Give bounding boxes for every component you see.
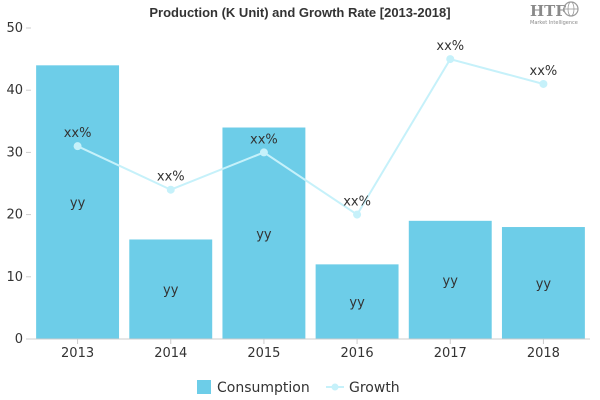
- growth-point-2014: [166, 185, 175, 194]
- line-series: xx% xx% xx% xx% xx% xx%: [64, 39, 558, 219]
- x-axis: 2013 2014 2015 2016 2017 2018: [31, 338, 590, 361]
- y-tick-label: 30: [6, 145, 23, 160]
- y-tick-label: 10: [6, 270, 23, 285]
- x-tick-label: 2015: [247, 346, 280, 361]
- growth-line: [77, 57, 544, 217]
- x-tick-label: 2013: [61, 346, 94, 361]
- y-tick-label: 20: [6, 208, 23, 223]
- x-tick-label: 2016: [341, 346, 374, 361]
- growth-point-2017: [446, 55, 455, 64]
- y-axis: 0 10 20 30 40 50: [6, 21, 31, 347]
- bar-data-label: yy: [256, 227, 272, 242]
- logo-text: HTF: [530, 2, 566, 20]
- bar-2014: [129, 239, 213, 339]
- y-tick-label: 50: [6, 21, 23, 36]
- growth-data-label: xx%: [530, 64, 558, 79]
- legend-swatch-consumption: [197, 380, 211, 394]
- legend: Consumption Growth: [197, 380, 400, 396]
- bar-data-label: yy: [536, 277, 552, 292]
- bar-2018: [501, 227, 585, 339]
- growth-point-2015: [259, 148, 268, 157]
- chart-title: Production (K Unit) and Growth Rate [201…: [149, 5, 450, 20]
- globe-icon: [563, 1, 579, 17]
- growth-data-label: xx%: [250, 132, 278, 147]
- growth-data-label: xx%: [436, 39, 464, 54]
- bar-2017: [408, 220, 492, 339]
- bar-data-label: yy: [443, 274, 459, 289]
- legend-label-growth: Growth: [349, 380, 400, 396]
- bar-series: yy yy yy yy yy yy: [36, 65, 585, 340]
- growth-data-label: xx%: [157, 170, 185, 185]
- htf-logo: HTF Market Intelligence: [530, 1, 579, 26]
- bar-data-label: yy: [70, 196, 86, 211]
- y-tick-label: 40: [6, 83, 23, 98]
- logo-subtext: Market Intelligence: [530, 20, 578, 26]
- x-tick-label: 2017: [434, 346, 467, 361]
- bar-2013: [36, 65, 120, 339]
- growth-point-2018: [539, 79, 548, 88]
- bar-data-label: yy: [163, 283, 179, 298]
- bar-2016: [315, 264, 399, 339]
- legend-label-consumption: Consumption: [217, 380, 310, 396]
- growth-data-label: xx%: [343, 195, 371, 210]
- x-tick-label: 2014: [154, 346, 187, 361]
- bar-data-label: yy: [349, 296, 365, 311]
- growth-point-2016: [353, 210, 362, 219]
- y-tick-label: 0: [15, 332, 23, 347]
- legend-swatch-growth: [326, 383, 344, 391]
- x-tick-label: 2018: [527, 346, 560, 361]
- growth-data-label: xx%: [64, 126, 92, 141]
- growth-point-2013: [73, 142, 82, 151]
